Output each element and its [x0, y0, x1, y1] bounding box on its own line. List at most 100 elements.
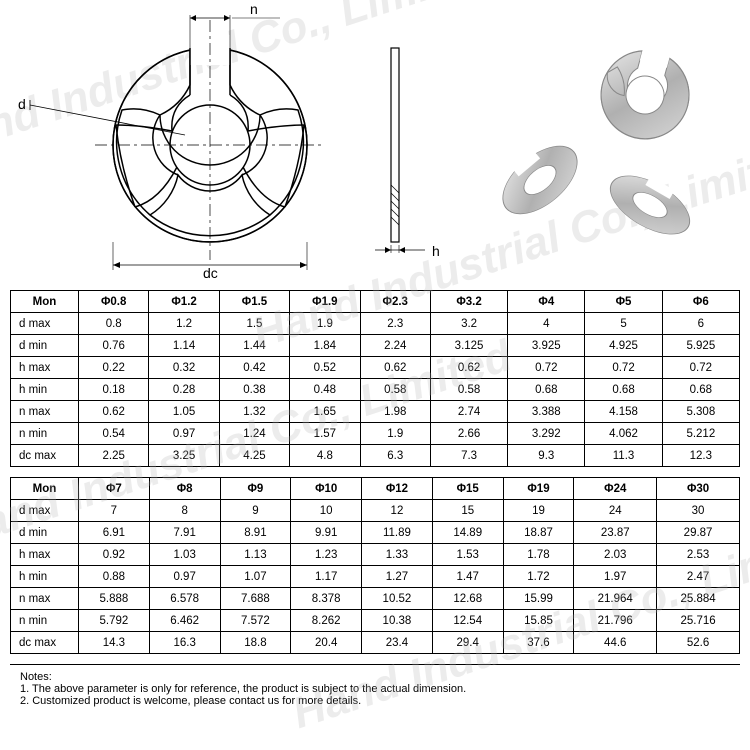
table-cell: 0.58	[360, 379, 430, 401]
table-cell: 15	[432, 500, 503, 522]
table-cell: 0.28	[149, 379, 219, 401]
table-col-header: Φ15	[432, 478, 503, 500]
table-cell: 1.97	[574, 566, 657, 588]
table-cell: 2.03	[574, 544, 657, 566]
notes-title: Notes:	[20, 671, 730, 683]
notes-line-1: 1. The above parameter is only for refer…	[20, 683, 730, 695]
table-cell: 8.378	[291, 588, 362, 610]
table-cell: 2.25	[79, 445, 149, 467]
table-cell: 24	[574, 500, 657, 522]
table-col-header: Φ3.2	[430, 291, 507, 313]
table-cell: 5.792	[79, 610, 150, 632]
table-row: n min0.540.971.241.571.92.663.2924.0625.…	[11, 423, 740, 445]
table-row: dc max2.253.254.254.86.37.39.311.312.3	[11, 445, 740, 467]
table-cell: 7.91	[149, 522, 220, 544]
table-col-header: Φ9	[220, 478, 291, 500]
table-cell: 9.3	[508, 445, 585, 467]
table-cell: 20.4	[291, 632, 362, 654]
table-cell: 14.89	[432, 522, 503, 544]
table-row: d min6.917.918.919.9111.8914.8918.8723.8…	[11, 522, 740, 544]
table-col-header: Φ1.9	[290, 291, 360, 313]
table-cell: 5.212	[662, 423, 739, 445]
label-n: n	[250, 1, 258, 17]
table-col-header: Φ7	[79, 478, 150, 500]
table-cell: 0.88	[79, 566, 150, 588]
table-cell: 0.52	[290, 357, 360, 379]
table-cell: 11.3	[585, 445, 662, 467]
table-cell: 2.3	[360, 313, 430, 335]
table-cell: 30	[657, 500, 740, 522]
spec-table-2: MonΦ7Φ8Φ9Φ10Φ12Φ15Φ19Φ24Φ30d max78910121…	[10, 477, 740, 654]
table-cell: 1.84	[290, 335, 360, 357]
table-cell: 0.72	[585, 357, 662, 379]
table-cell: 18.8	[220, 632, 291, 654]
table-cell: 8	[149, 500, 220, 522]
table-cell: 10	[291, 500, 362, 522]
table-cell: 12.3	[662, 445, 739, 467]
table-cell: 25.884	[657, 588, 740, 610]
row-label: d max	[11, 500, 79, 522]
table-col-header: Φ4	[508, 291, 585, 313]
table-cell: 4.25	[219, 445, 289, 467]
row-label: n max	[11, 401, 79, 423]
table-row: dc max14.316.318.820.423.429.437.644.652…	[11, 632, 740, 654]
row-label: n max	[11, 588, 79, 610]
table-cell: 0.68	[508, 379, 585, 401]
technical-drawing: d n dc h	[0, 0, 470, 290]
table-cell: 4	[508, 313, 585, 335]
table-cell: 37.6	[503, 632, 574, 654]
table-cell: 7	[79, 500, 150, 522]
table-header-label: Mon	[11, 291, 79, 313]
table-row: h max0.921.031.131.231.331.531.782.032.5…	[11, 544, 740, 566]
table-cell: 1.07	[220, 566, 291, 588]
table-cell: 1.47	[432, 566, 503, 588]
table-cell: 0.42	[219, 357, 289, 379]
row-label: h max	[11, 357, 79, 379]
table-cell: 1.23	[291, 544, 362, 566]
notes-section: Notes: 1. The above parameter is only fo…	[10, 664, 740, 707]
table-cell: 7.572	[220, 610, 291, 632]
row-label: d min	[11, 335, 79, 357]
table-cell: 2.53	[657, 544, 740, 566]
table-cell: 1.14	[149, 335, 219, 357]
table-col-header: Φ19	[503, 478, 574, 500]
table-cell: 18.87	[503, 522, 574, 544]
table-cell: 6.91	[79, 522, 150, 544]
table-row: h min0.880.971.071.171.271.471.721.972.4…	[11, 566, 740, 588]
table-row: h min0.180.280.380.480.580.580.680.680.6…	[11, 379, 740, 401]
table-col-header: Φ24	[574, 478, 657, 500]
table-col-header: Φ6	[662, 291, 739, 313]
notes-line-2: 2. Customized product is welcome, please…	[20, 695, 730, 707]
table-cell: 0.72	[662, 357, 739, 379]
product-photo	[470, 40, 730, 260]
table-cell: 4.8	[290, 445, 360, 467]
table-col-header: Φ12	[362, 478, 433, 500]
table-col-header: Φ1.2	[149, 291, 219, 313]
table-cell: 2.24	[360, 335, 430, 357]
table-cell: 19	[503, 500, 574, 522]
table-cell: 0.92	[79, 544, 150, 566]
row-label: n min	[11, 423, 79, 445]
table-cell: 5.925	[662, 335, 739, 357]
table-cell: 0.58	[430, 379, 507, 401]
table-cell: 3.125	[430, 335, 507, 357]
table-cell: 0.62	[430, 357, 507, 379]
table-cell: 0.22	[79, 357, 149, 379]
table-col-header: Φ30	[657, 478, 740, 500]
table-row: d max789101215192430	[11, 500, 740, 522]
table-cell: 0.32	[149, 357, 219, 379]
table-cell: 3.925	[508, 335, 585, 357]
table-cell: 5.308	[662, 401, 739, 423]
table-cell: 15.85	[503, 610, 574, 632]
tables-area: MonΦ0.8Φ1.2Φ1.5Φ1.9Φ2.3Φ3.2Φ4Φ5Φ6d max0.…	[0, 290, 750, 654]
table-cell: 6.462	[149, 610, 220, 632]
table-cell: 0.54	[79, 423, 149, 445]
table-cell: 9.91	[291, 522, 362, 544]
table-col-header: Φ10	[291, 478, 362, 500]
table-cell: 4.925	[585, 335, 662, 357]
table-cell: 21.964	[574, 588, 657, 610]
table-col-header: Φ5	[585, 291, 662, 313]
table-col-header: Φ0.8	[79, 291, 149, 313]
table-col-header: Φ1.5	[219, 291, 289, 313]
table-cell: 0.97	[149, 423, 219, 445]
